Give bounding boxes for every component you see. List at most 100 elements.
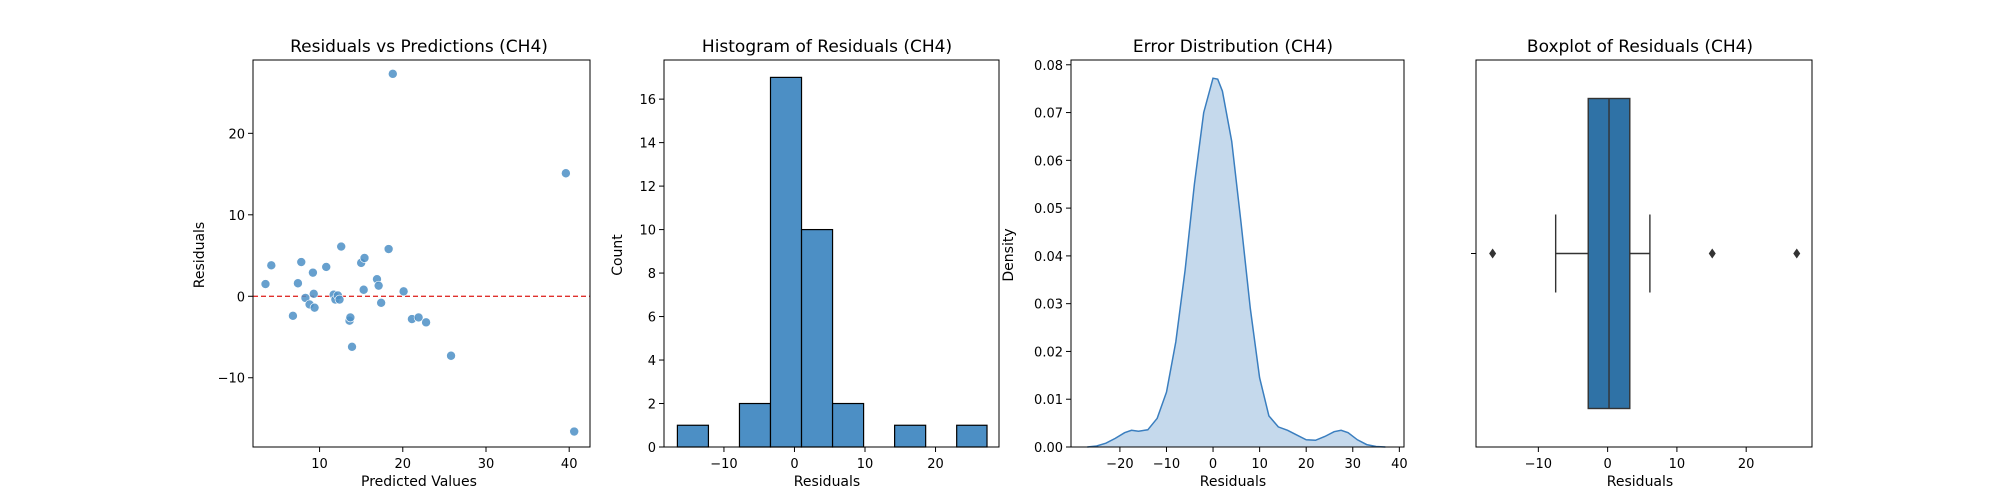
x-tick-label: 20 [1298, 457, 1315, 472]
scatter-point [347, 341, 357, 352]
scatter-point [321, 262, 332, 272]
x-tick-label: −10 [710, 457, 737, 472]
x-tick-label: 20 [1738, 457, 1755, 472]
scatter-point [446, 350, 456, 361]
x-tick-label: 10 [311, 457, 328, 472]
scatter-point [293, 278, 303, 289]
boxplot-x-label: Residuals [1607, 474, 1673, 490]
y-tick-label: 0.07 [1034, 107, 1063, 122]
density-y-label: Density [1001, 228, 1017, 281]
density-axes: −20 −10 0 10 20 30 40 0.00 0.01 0.02 0.03 0.04 0.05 0… [1034, 59, 1408, 472]
density-marks [1087, 77, 1386, 448]
histogram-bar [676, 424, 710, 448]
x-tick-label: −10 [1153, 457, 1180, 472]
histogram-bar [956, 424, 988, 448]
density-x-label: Residuals [1200, 474, 1266, 490]
y-tick-label: 20 [228, 127, 245, 142]
scatter-x-label: Predicted Values [361, 474, 477, 490]
outlier-point [1489, 248, 1497, 259]
scatter-title: Residuals vs Predictions (CH4) [290, 37, 548, 57]
scatter-point [358, 284, 369, 295]
density-title: Error Distribution (CH4) [1133, 37, 1333, 57]
x-tick-label: −20 [1106, 457, 1133, 472]
outlier-point [1793, 248, 1801, 259]
y-tick-label: 10 [639, 224, 656, 239]
y-tick-label: 0.01 [1034, 393, 1063, 408]
scatter-point [336, 241, 347, 252]
x-tick-label: 20 [395, 457, 412, 472]
plot-frame [663, 59, 1000, 448]
scatter-point [288, 311, 298, 321]
x-tick-label: 30 [1344, 457, 1361, 472]
scatter-point [398, 286, 409, 297]
x-tick-label: 40 [561, 457, 578, 472]
scatter-point [569, 426, 579, 437]
y-tick-label: 0.04 [1034, 250, 1063, 265]
scatter-point [413, 312, 424, 323]
x-tick-label: 10 [1251, 457, 1268, 472]
x-tick-label: 20 [927, 457, 944, 472]
histogram-title: Histogram of Residuals (CH4) [702, 37, 952, 57]
scatter-axes: 10 20 30 40 −10 0 10 20 [218, 59, 591, 472]
histogram-x-label: Residuals [794, 474, 860, 490]
residuals-vs-predictions-panel: Residuals vs Predictions (CH4) Predicted… [192, 37, 591, 490]
scatter-point [359, 253, 370, 263]
scatter-point [373, 280, 384, 291]
y-tick-label: 0 [648, 441, 656, 456]
y-tick-label: 0 [237, 290, 245, 305]
x-tick-label: 0 [790, 457, 798, 472]
histogram-bar [831, 402, 865, 448]
scatter-point [421, 317, 431, 328]
outlier-point [1708, 248, 1716, 259]
error-distribution-panel: Error Distribution (CH4) Residuals Densi… [1001, 37, 1408, 490]
y-tick-label: 10 [228, 209, 245, 224]
x-tick-label: −10 [1525, 457, 1552, 472]
histogram-panel: Histogram of Residuals (CH4) Residuals C… [610, 37, 1000, 490]
plot-frame [252, 59, 591, 448]
y-tick-label: 0.03 [1034, 298, 1063, 313]
x-tick-label: 0 [1209, 457, 1217, 472]
scatter-point [561, 168, 571, 179]
density-curve [1087, 77, 1386, 448]
scatter-point [376, 297, 386, 308]
y-tick-label: 6 [648, 311, 656, 326]
x-tick-label: 10 [857, 457, 874, 472]
boxplot-marks [1489, 97, 1801, 410]
scatter-y-label: Residuals [192, 222, 208, 288]
y-tick-label: 0.05 [1034, 202, 1063, 217]
y-tick-label: 12 [639, 180, 656, 195]
boxplot-title: Boxplot of Residuals (CH4) [1527, 37, 1753, 57]
y-tick-label: 8 [648, 267, 656, 282]
y-tick-label: 4 [648, 354, 656, 369]
x-tick-label: 30 [478, 457, 495, 472]
x-tick-label: 10 [1669, 457, 1686, 472]
y-tick-label: −10 [218, 372, 245, 387]
x-tick-label: 0 [1603, 457, 1611, 472]
y-tick-label: 2 [648, 398, 656, 413]
x-tick-label: 40 [1391, 457, 1408, 472]
y-tick-label: 0.02 [1034, 345, 1063, 360]
density-area [1087, 78, 1386, 447]
scatter-point [308, 289, 319, 299]
histogram-marks [676, 76, 988, 448]
histogram-y-label: Count [610, 234, 626, 276]
y-tick-label: 14 [639, 137, 656, 152]
scatter-point [266, 260, 277, 271]
histogram-bar [894, 424, 927, 448]
scatter-point [334, 294, 345, 305]
y-tick-label: 16 [639, 93, 656, 108]
scatter-marks [253, 69, 590, 437]
scatter-point [309, 302, 320, 313]
plot-frame [1070, 59, 1405, 448]
boxplot-panel: Boxplot of Residuals (CH4) Residuals −10… [1471, 37, 1813, 490]
y-tick-label: 0.06 [1034, 154, 1063, 169]
scatter-point [308, 267, 318, 278]
histogram-bar [769, 76, 803, 448]
scatter-point [296, 257, 307, 267]
histogram-bar [800, 228, 834, 448]
histogram-axes: −10 0 10 20 0 2 4 6 8 10 12 14 16 [639, 59, 1000, 472]
y-tick-label: 0.08 [1034, 59, 1063, 74]
scatter-point [387, 69, 398, 79]
